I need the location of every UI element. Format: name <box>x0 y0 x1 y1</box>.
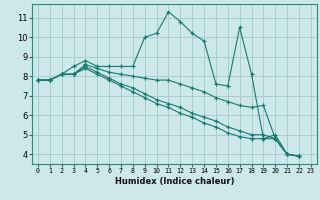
X-axis label: Humidex (Indice chaleur): Humidex (Indice chaleur) <box>115 177 234 186</box>
